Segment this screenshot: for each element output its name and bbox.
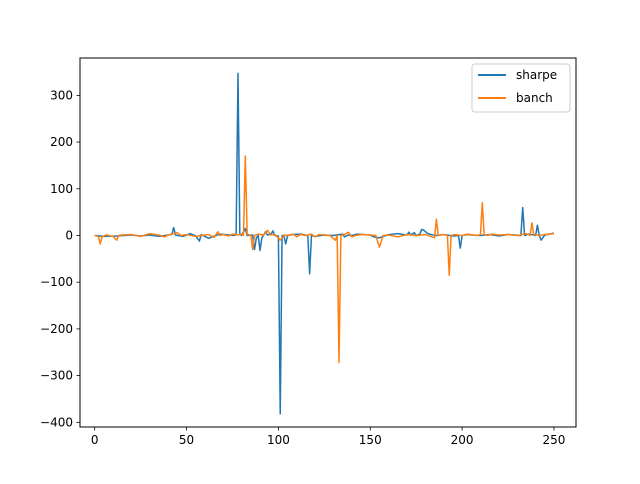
x-tick-label: 250 — [543, 433, 566, 447]
y-tick-label: −400 — [40, 415, 73, 429]
series-line-banch — [94, 155, 555, 364]
series-layer — [94, 72, 555, 415]
x-axis: 0 50 100 150 200 250 — [91, 427, 566, 447]
y-tick-label: 0 — [65, 228, 73, 242]
y-axis: −400 −300 −200 −100 0 100 200 300 — [40, 88, 80, 429]
y-tick-label: −300 — [40, 369, 73, 383]
y-tick-label: 300 — [50, 88, 73, 102]
x-tick-label: 150 — [359, 433, 382, 447]
y-tick-label: −200 — [40, 322, 73, 336]
x-tick-label: 100 — [267, 433, 290, 447]
legend-label-banch: banch — [516, 91, 553, 105]
y-tick-label: −100 — [40, 275, 73, 289]
x-tick-label: 0 — [91, 433, 99, 447]
plot-frame — [79, 57, 577, 428]
y-tick-label: 100 — [50, 182, 73, 196]
y-tick-label: 200 — [50, 135, 73, 149]
legend-label-sharpe: sharpe — [516, 68, 557, 82]
x-tick-label: 50 — [179, 433, 194, 447]
x-tick-label: 200 — [451, 433, 474, 447]
legend: sharpe banch — [471, 63, 571, 113]
